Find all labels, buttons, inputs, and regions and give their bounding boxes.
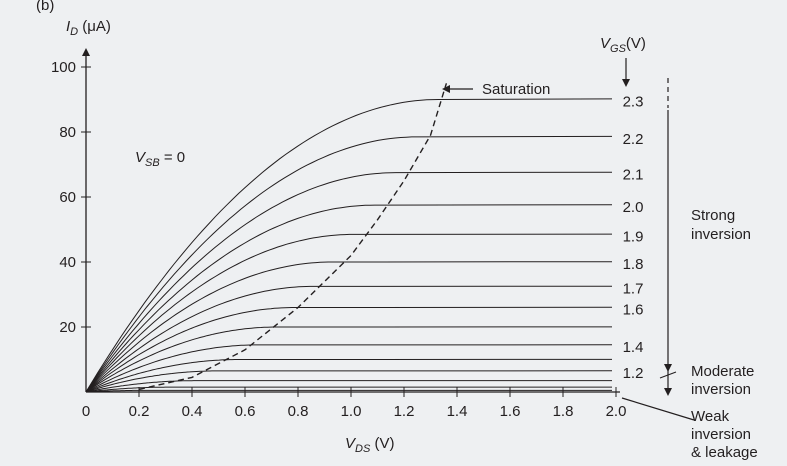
x-tick-label: 0 [82, 403, 90, 420]
series-label-group: 2.3 2.2 2.1 2.0 1.9 1.8 1.7 1.6 1.4 1.2 [623, 94, 644, 382]
x-axis-label: VDS (V) [345, 435, 394, 455]
series-label-1.4: 1.4 [623, 339, 644, 356]
x-tick-label: 1.0 [341, 403, 362, 420]
series-line-2.2 [85, 135, 613, 393]
saturation-boundary-line [138, 83, 448, 391]
strong-inversion-label: Strong inversion [691, 207, 751, 243]
series-line-2.1 [85, 171, 613, 393]
x-tick-group: 0 0.2 0.4 0.6 0.8 1.0 1.2 1.4 1.6 1.8 2.0 [82, 387, 627, 420]
saturation-label: Saturation [482, 81, 550, 98]
series-line-2.3 [85, 98, 613, 393]
series-label-2.0: 2.0 [623, 199, 644, 216]
series-label-2.2: 2.2 [623, 131, 644, 148]
series-label-1.6: 1.6 [623, 302, 644, 319]
series-line-1.6 [85, 306, 613, 393]
y-tick-label: 60 [59, 189, 76, 206]
weak-inversion-pointer [621, 397, 695, 421]
series-line-1.4 [85, 344, 613, 393]
series-label-1.9: 1.9 [623, 228, 644, 245]
series-line-unlabeled-13 [85, 386, 612, 393]
series-label-1.7: 1.7 [623, 280, 644, 297]
series-line-unlabeled-12 [85, 380, 612, 393]
condition-label: VSB = 0 [135, 149, 185, 169]
series-line-1.9 [85, 233, 613, 393]
series-line-unlabeled-10 [85, 358, 613, 393]
y-tick-label: 100 [51, 59, 76, 76]
series-line-unlabeled-8 [85, 326, 613, 393]
x-tick-label: 1.4 [447, 403, 468, 420]
x-tick-label: 1.2 [394, 403, 415, 420]
moderate-inversion-tick [659, 371, 677, 379]
series-line-1.2 [85, 370, 613, 393]
x-tick-label: 2.0 [606, 403, 627, 420]
moderate-inversion-label: Moderate inversion [691, 363, 759, 398]
x-tick-label: 0.4 [182, 403, 203, 420]
y-tick-label: 40 [59, 254, 76, 271]
series-label-2.3: 2.3 [623, 94, 644, 111]
y-tick-label: 20 [59, 319, 76, 336]
series-label-1.8: 1.8 [623, 256, 644, 273]
series-line-1.8 [85, 261, 613, 393]
x-tick-label: 1.8 [553, 403, 574, 420]
panel-label: (b) [36, 0, 54, 14]
y-tick-group: 20 40 60 80 100 [51, 59, 91, 336]
y-axis-label: ID (μA) [66, 18, 111, 38]
curves-group [85, 98, 613, 393]
series-label-2.1: 2.1 [623, 167, 644, 184]
x-tick-label: 1.6 [500, 403, 521, 420]
x-tick-label: 0.6 [235, 403, 256, 420]
y-tick-label: 80 [59, 124, 76, 141]
x-tick-label: 0.2 [129, 403, 150, 420]
legend-title: VGS(V) [600, 35, 646, 55]
series-line-2.0 [85, 204, 613, 393]
series-label-1.2: 1.2 [623, 365, 644, 382]
weak-inversion-label: Weak inversion & leakage [691, 408, 758, 461]
x-tick-label: 0.8 [288, 403, 309, 420]
series-line-1.7 [85, 285, 613, 393]
